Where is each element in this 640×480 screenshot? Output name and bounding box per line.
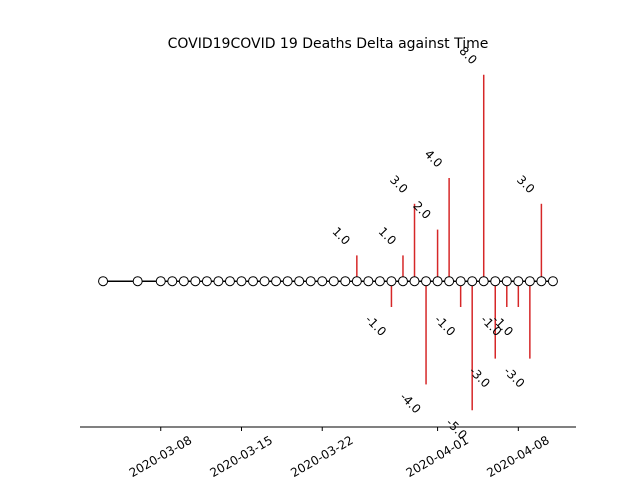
marker bbox=[478, 276, 489, 287]
marker bbox=[155, 276, 166, 287]
marker bbox=[547, 276, 558, 287]
value-label: -3.0 bbox=[501, 364, 527, 390]
marker bbox=[536, 276, 547, 287]
value-label: -3.0 bbox=[466, 364, 492, 390]
marker bbox=[421, 276, 432, 287]
marker bbox=[374, 276, 385, 287]
value-label: -1.0 bbox=[432, 312, 458, 338]
x-tick-label: 2020-04-08 bbox=[484, 433, 551, 480]
marker bbox=[467, 276, 478, 287]
marker bbox=[386, 276, 397, 287]
marker bbox=[236, 276, 247, 287]
marker bbox=[501, 276, 512, 287]
chart-title: COVID19COVID 19 Deaths Delta against Tim… bbox=[168, 36, 489, 52]
marker bbox=[167, 276, 178, 287]
marker bbox=[248, 276, 259, 287]
value-label: 1.0 bbox=[329, 224, 352, 247]
marker bbox=[190, 276, 201, 287]
value-label: 3.0 bbox=[514, 173, 537, 196]
marker bbox=[259, 276, 270, 287]
value-label: 2.0 bbox=[410, 199, 433, 222]
marker bbox=[455, 276, 466, 287]
marker bbox=[224, 276, 235, 287]
value-label: 1.0 bbox=[376, 224, 399, 247]
marker bbox=[98, 276, 109, 287]
marker bbox=[524, 276, 535, 287]
marker bbox=[132, 276, 143, 287]
value-label: 3.0 bbox=[387, 173, 410, 196]
marker bbox=[305, 276, 316, 287]
marker bbox=[490, 276, 501, 287]
marker bbox=[340, 276, 351, 287]
x-tick-label: 2020-03-22 bbox=[288, 433, 355, 480]
marker bbox=[363, 276, 374, 287]
marker bbox=[432, 276, 443, 287]
marker bbox=[294, 276, 305, 287]
marker bbox=[317, 276, 328, 287]
marker bbox=[282, 276, 293, 287]
marker bbox=[444, 276, 455, 287]
marker bbox=[213, 276, 224, 287]
marker bbox=[178, 276, 189, 287]
x-tick-label: 2020-03-15 bbox=[208, 433, 275, 480]
marker bbox=[351, 276, 362, 287]
marker bbox=[271, 276, 282, 287]
value-label: -1.0 bbox=[363, 312, 389, 338]
marker bbox=[513, 276, 524, 287]
marker bbox=[397, 276, 408, 287]
marker bbox=[409, 276, 420, 287]
marker bbox=[328, 276, 339, 287]
x-tick-label: 2020-03-08 bbox=[127, 433, 194, 480]
marker bbox=[201, 276, 212, 287]
value-label: 4.0 bbox=[422, 147, 445, 170]
value-label: -4.0 bbox=[397, 390, 423, 416]
